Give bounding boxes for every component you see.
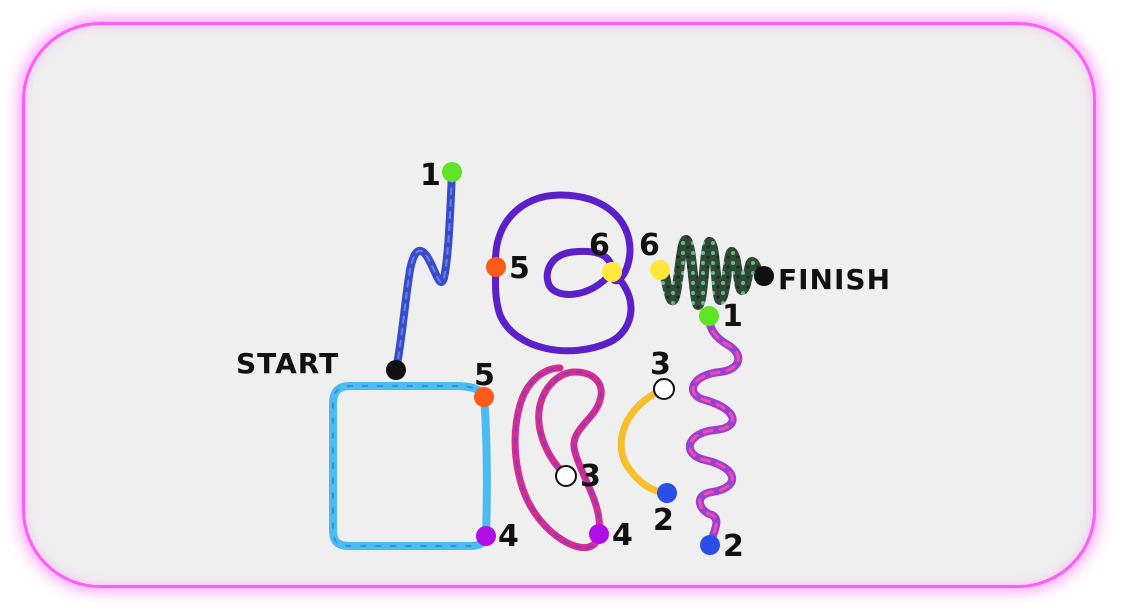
- wave-path[interactable]: [685, 312, 743, 549]
- green-dot-1-right[interactable]: [699, 306, 719, 326]
- number-4-crescent: 4: [612, 518, 633, 553]
- number-3-crescent: 3: [580, 459, 601, 494]
- blue-dot-2-arc[interactable]: [657, 483, 677, 503]
- square-path[interactable]: [329, 382, 490, 550]
- orange-arc-path[interactable]: [617, 385, 671, 497]
- zigzag-path[interactable]: [655, 235, 769, 310]
- number-1-top: 1: [420, 158, 441, 193]
- start-squiggle-path[interactable]: [392, 168, 456, 374]
- crescent-path[interactable]: [511, 364, 605, 551]
- loop-path[interactable]: [492, 191, 635, 355]
- number-6-zigzag: 6: [639, 228, 660, 263]
- finish-dot[interactable]: [754, 266, 774, 286]
- orange-dot-5-square[interactable]: [474, 387, 494, 407]
- number-5-loop: 5: [509, 251, 530, 286]
- finish-label: FINISH: [778, 263, 891, 296]
- start-label: START: [236, 347, 339, 380]
- number-4-square: 4: [498, 519, 519, 554]
- number-2-arc: 2: [653, 503, 674, 538]
- purple-dot-4-square[interactable]: [476, 526, 496, 546]
- white-dot-3-arc[interactable]: [653, 378, 675, 400]
- yellow-dot-6-zigzag[interactable]: [650, 260, 670, 280]
- number-3-arc: 3: [650, 347, 671, 382]
- blue-dot-2-wave[interactable]: [700, 535, 720, 555]
- white-dot-3-crescent[interactable]: [555, 465, 577, 487]
- yellow-dot-6-loop[interactable]: [602, 262, 622, 282]
- number-2-wave: 2: [723, 529, 744, 564]
- number-6-loop: 6: [589, 228, 610, 263]
- start-dot[interactable]: [386, 360, 406, 380]
- puzzle-board: [22, 22, 1096, 588]
- number-5-square: 5: [474, 358, 495, 393]
- green-dot-1-top[interactable]: [442, 162, 462, 182]
- number-1-right: 1: [722, 299, 743, 334]
- purple-dot-4-crescent[interactable]: [589, 524, 609, 544]
- orange-dot-5-loop[interactable]: [486, 257, 506, 277]
